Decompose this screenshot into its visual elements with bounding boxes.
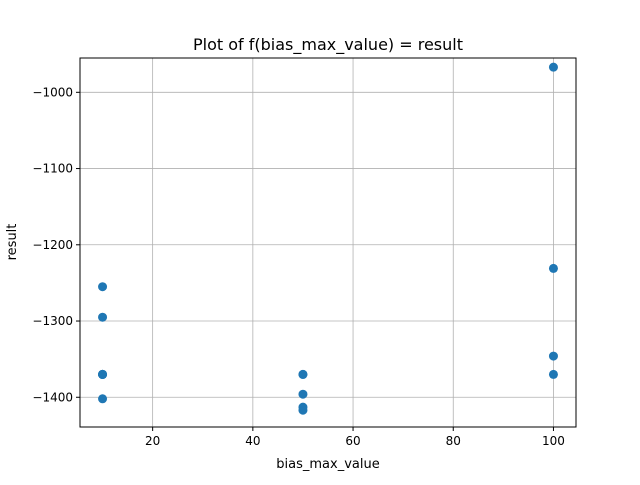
y-tick-label: −1300	[32, 314, 73, 328]
x-tick-label: 20	[145, 434, 160, 448]
y-tick-label: −1400	[32, 390, 73, 404]
y-tick-label: −1100	[32, 162, 73, 176]
data-point	[298, 405, 308, 415]
data-point	[548, 369, 558, 379]
y-axis-label: result	[5, 224, 20, 261]
x-tick-label: 40	[245, 434, 260, 448]
y-tick-label: −1200	[32, 238, 73, 252]
grid-layer	[80, 58, 576, 427]
data-point	[548, 263, 558, 273]
data-point	[298, 369, 308, 379]
x-tick-label: 100	[542, 434, 565, 448]
data-point	[298, 389, 308, 399]
x-tick-label: 80	[446, 434, 461, 448]
x-axis-label: bias_max_value	[276, 457, 379, 472]
x-tick-label: 60	[345, 434, 360, 448]
data-point	[98, 394, 108, 404]
plot-frame	[79, 57, 577, 428]
data-point	[548, 62, 558, 72]
data-point	[98, 312, 108, 322]
y-tick-label: −1000	[32, 85, 73, 99]
data-point	[98, 282, 108, 292]
data-point	[548, 351, 558, 361]
points-layer	[98, 62, 558, 415]
data-point	[98, 369, 108, 379]
chart-title: Plot of f(bias_max_value) = result	[193, 35, 463, 55]
ticks-layer: 20 40 60 80 100 −1400 −1300 −1200 −1100 −1000	[32, 85, 565, 448]
